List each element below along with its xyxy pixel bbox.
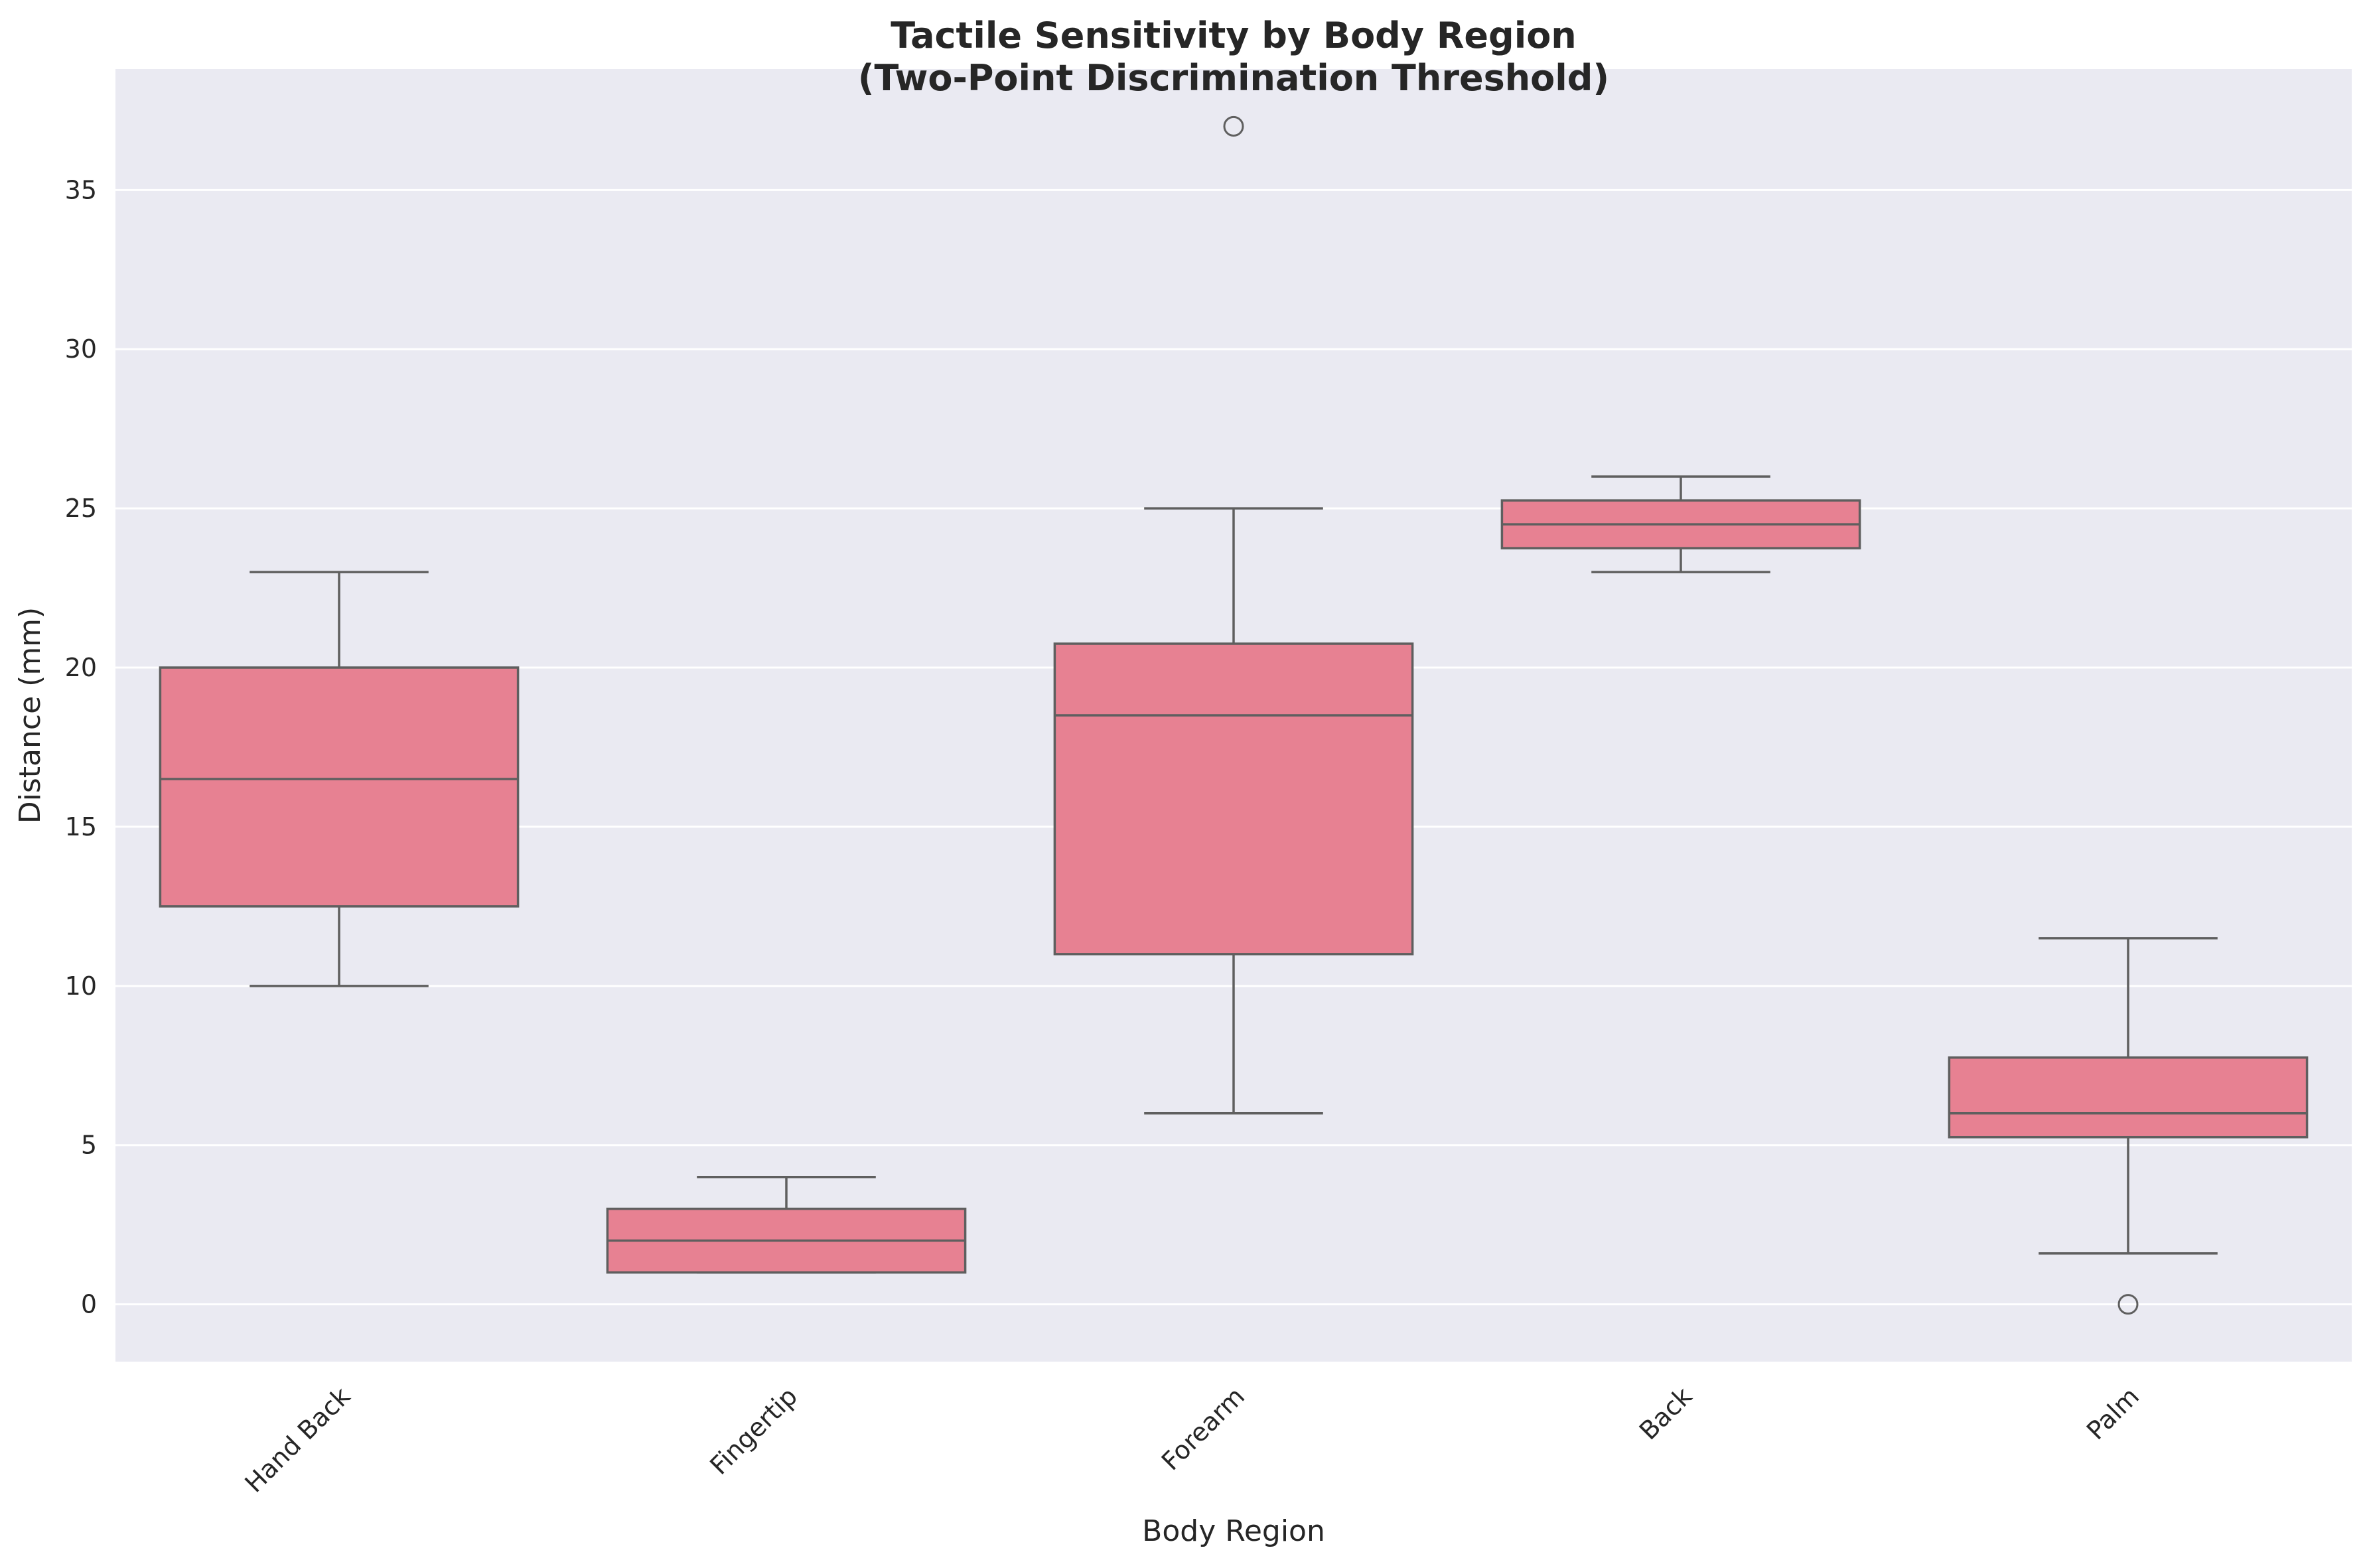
box-group [1500,475,1861,573]
outlier-point [2117,1294,2139,1315]
x-tick-label: Back [1634,1382,1697,1445]
iqr-box [159,666,520,908]
chart-title: Tactile Sensitivity by Body Region (Two-P… [858,15,1609,99]
iqr-box [1053,642,1414,956]
x-tick-label: Hand Back [240,1382,356,1498]
chart-title-line: (Two-Point Discrimination Threshold) [858,57,1609,99]
box-group [159,571,520,987]
iqr-box [1948,1056,2309,1139]
y-tick-label: 10 [65,971,97,1001]
x-tick-labels: Hand Back Fingertip Forearm Back Palm [240,1382,2145,1498]
outlier-point [1223,115,1244,137]
y-tick-label: 5 [81,1131,97,1160]
box-group [1053,115,1414,1115]
y-tick-label: 25 [65,494,97,523]
chart-title-line: Tactile Sensitivity by Body Region [891,15,1577,56]
x-tick-label: Palm [2081,1382,2145,1445]
x-axis-label: Body Region [1142,1514,1325,1548]
y-tick-label: 20 [65,653,97,682]
y-axis-label: Distance (mm) [13,607,47,823]
y-tick-label: 0 [81,1290,97,1319]
x-tick-label: Fingertip [704,1382,803,1480]
box-group [1948,937,2309,1315]
y-tick-label: 35 [65,175,97,204]
box-group [606,1175,967,1274]
y-tick-label: 15 [65,812,97,841]
y-tick-label: 30 [65,334,97,364]
y-tick-labels: 0 5 10 15 20 25 30 35 [65,175,97,1319]
boxes [159,115,2309,1315]
x-tick-label: Forearm [1156,1382,1250,1476]
